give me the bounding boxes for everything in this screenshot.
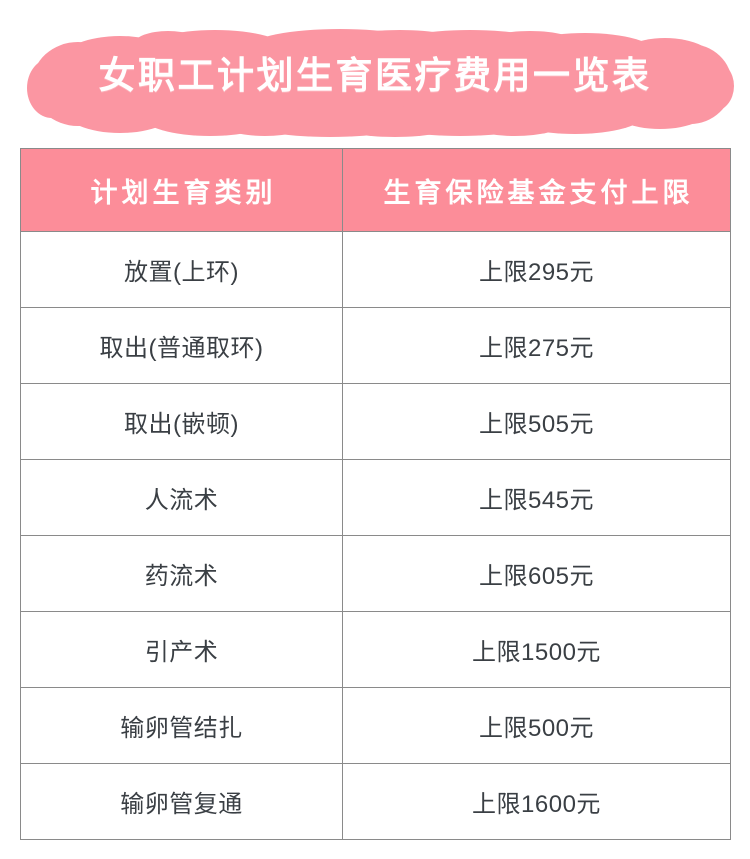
table-row: 输卵管复通 上限1600元 (20, 763, 731, 840)
cell-limit: 上限605元 (342, 535, 731, 612)
table-row: 输卵管结扎 上限500元 (20, 687, 731, 764)
cell-limit: 上限545元 (342, 459, 731, 536)
title-banner: 女职工计划生育医疗费用一览表 (0, 0, 750, 148)
cell-limit: 上限500元 (342, 687, 731, 764)
fee-table: 计划生育类别 生育保险基金支付上限 放置(上环) 上限295元 取出(普通取环)… (20, 148, 731, 840)
cell-category: 放置(上环) (20, 231, 343, 308)
cell-limit: 上限1500元 (342, 611, 731, 688)
column-header-limit: 生育保险基金支付上限 (342, 148, 731, 232)
table-body: 放置(上环) 上限295元 取出(普通取环) 上限275元 取出(嵌顿) 上限5… (20, 231, 731, 840)
cell-limit: 上限295元 (342, 231, 731, 308)
table-row: 人流术 上限545元 (20, 459, 731, 536)
cell-category: 输卵管结扎 (20, 687, 343, 764)
banner-blob-shape (27, 29, 734, 137)
cell-category: 药流术 (20, 535, 343, 612)
table-row: 放置(上环) 上限295元 (20, 231, 731, 308)
table-header-row: 计划生育类别 生育保险基金支付上限 (20, 148, 731, 232)
page-title: 女职工计划生育医疗费用一览表 (98, 55, 652, 96)
cell-category: 引产术 (20, 611, 343, 688)
cell-limit: 上限275元 (342, 307, 731, 384)
cell-limit: 上限1600元 (342, 763, 731, 840)
cell-limit: 上限505元 (342, 383, 731, 460)
cell-category: 取出(普通取环) (20, 307, 343, 384)
table-row: 取出(嵌顿) 上限505元 (20, 383, 731, 460)
cell-category: 人流术 (20, 459, 343, 536)
cell-category: 输卵管复通 (20, 763, 343, 840)
cell-category: 取出(嵌顿) (20, 383, 343, 460)
column-header-category: 计划生育类别 (20, 148, 343, 232)
table-row: 取出(普通取环) 上限275元 (20, 307, 731, 384)
table-row: 引产术 上限1500元 (20, 611, 731, 688)
table-row: 药流术 上限605元 (20, 535, 731, 612)
